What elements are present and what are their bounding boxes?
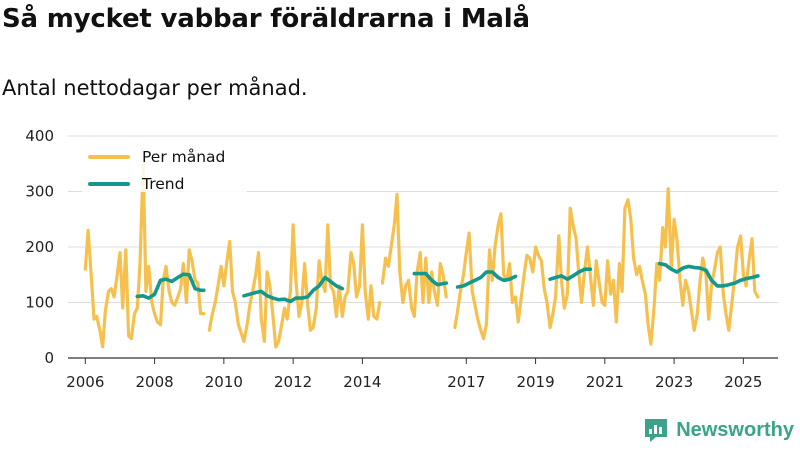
y-tick-label: 100: [25, 294, 54, 312]
y-tick-label: 0: [44, 349, 54, 367]
x-tick-label: 2019: [516, 373, 554, 391]
x-tick-label: 2012: [274, 373, 312, 391]
brand-name: Newsworthy: [676, 418, 794, 441]
x-tick-label: 2023: [655, 373, 693, 391]
brand-logo: Newsworthy: [642, 416, 794, 444]
x-tick-label: 2008: [135, 373, 173, 391]
legend: Per månad Trend: [82, 140, 247, 193]
y-tick-label: 400: [25, 127, 54, 145]
series-line-trend-segment-3: [455, 270, 518, 289]
newsworthy-logo-icon: [645, 419, 668, 442]
series-line-trend-segment-2: [412, 271, 448, 287]
x-tick-label: 2025: [724, 373, 762, 391]
series-trend: [135, 261, 760, 304]
series-lines: [83, 162, 760, 349]
series-line-per-m-nad-segment-3: [453, 187, 760, 346]
page-title: Så mycket vabbar föräldrarna i Malå: [2, 4, 530, 34]
x-tick-label: 2014: [343, 373, 381, 391]
legend-label-per-manad: Per månad: [142, 148, 225, 166]
x-tick-label: 2010: [205, 373, 243, 391]
x-tick-label: 2006: [66, 373, 104, 391]
x-axis: 2006 2008 2010 2012 2014 2017 2019 2021 2023 2025: [66, 358, 762, 391]
y-tick-label: 300: [25, 183, 54, 201]
series-line-per-m-nad-segment-1: [207, 223, 382, 349]
x-tick-label: 2017: [447, 373, 485, 391]
y-axis: 0 100 200 300 400: [25, 127, 54, 367]
chart-subtitle: Antal nettodagar per månad.: [2, 76, 308, 100]
series-line-trend-segment-1: [242, 275, 345, 304]
series-line-per-m-nad-segment-0: [83, 162, 206, 349]
series-line-trend-segment-0: [135, 272, 206, 300]
x-tick-label: 2021: [586, 373, 624, 391]
y-tick-label: 200: [25, 238, 54, 256]
series-per-m-nad: [83, 162, 760, 349]
series-line-trend-segment-5: [657, 261, 760, 288]
series-line-per-m-nad-segment-2: [380, 192, 448, 318]
series-line-trend-segment-4: [548, 267, 593, 281]
legend-label-trend: Trend: [141, 175, 184, 193]
